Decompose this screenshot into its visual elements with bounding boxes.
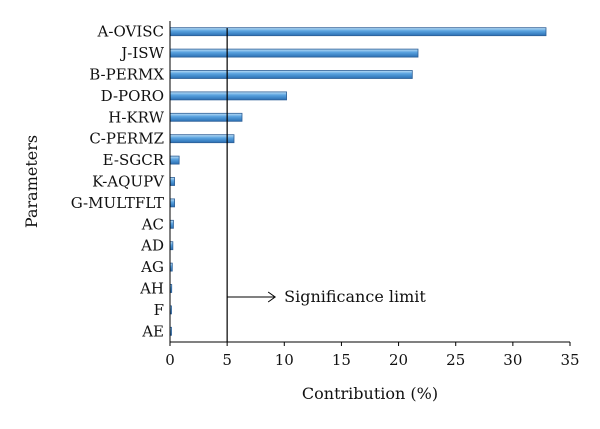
y-axis-title: Parameters	[22, 135, 41, 228]
x-tick-label: 5	[222, 351, 232, 369]
category-label: B-PERMX	[89, 66, 164, 84]
category-label: E-SGCR	[103, 151, 165, 169]
x-tick-label: 0	[165, 351, 175, 369]
x-tick-label: 30	[503, 351, 522, 369]
bar-h-krw	[169, 112, 243, 122]
x-tick-label: 10	[275, 351, 294, 369]
category-label: AH	[139, 280, 164, 298]
x-tick-label: 25	[446, 351, 465, 369]
x-tick-label: 15	[332, 351, 351, 369]
category-label: J-ISW	[119, 44, 164, 62]
x-tick-label: 20	[389, 351, 408, 369]
category-label: AC	[141, 215, 164, 233]
category-label: AG	[140, 258, 164, 276]
bar-d-poro	[169, 91, 287, 101]
bar-c-permz	[169, 134, 235, 144]
bar-j-isw	[169, 48, 419, 58]
bar-b-permx	[169, 70, 413, 79]
category-label: A-OVISC	[97, 23, 164, 41]
x-tick-labels: 0 5 10 15 20 25 30 35	[165, 342, 580, 369]
bar-ac	[169, 219, 174, 229]
annotation-arrow	[227, 291, 277, 303]
bar-a-ovisc	[169, 27, 547, 37]
category-label: C-PERMZ	[89, 130, 164, 148]
x-tick-label: 35	[560, 351, 579, 369]
category-label: G-MULTFLT	[71, 194, 164, 212]
bar-series	[169, 27, 547, 336]
significance-limit-label: Significance limit	[284, 287, 426, 306]
x-axis-title: Contribution (%)	[302, 384, 438, 403]
category-labels: A-OVISC J-ISW B-PERMX D-PORO H-KRW C-PERMZ E-S…	[71, 23, 165, 341]
category-label: K-AQUPV	[92, 173, 165, 191]
category-label: F	[154, 301, 164, 319]
category-label: AE	[141, 322, 164, 340]
category-label: H-KRW	[108, 108, 164, 126]
arrow-head	[267, 291, 277, 303]
category-label: AD	[140, 237, 164, 255]
bar-k-aqupv	[169, 177, 175, 186]
bar-g-multflt	[169, 198, 175, 208]
bar-e-sgcr	[169, 155, 180, 165]
category-label: D-PORO	[101, 87, 164, 105]
